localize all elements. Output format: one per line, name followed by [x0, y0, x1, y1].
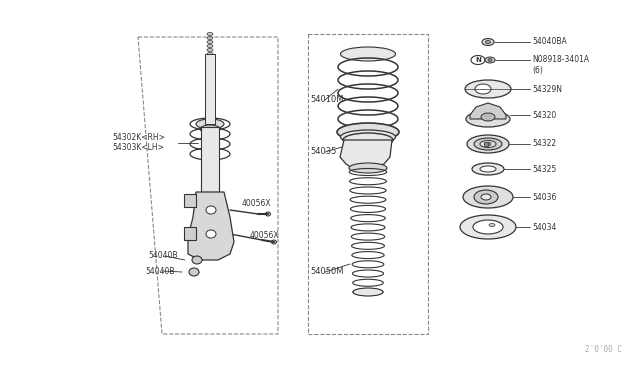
Ellipse shape [206, 230, 216, 238]
Ellipse shape [481, 194, 491, 200]
Ellipse shape [207, 45, 213, 48]
Ellipse shape [207, 41, 213, 44]
Bar [201, 127, 219, 217]
Text: 54036: 54036 [532, 192, 556, 202]
Ellipse shape [207, 36, 213, 39]
Ellipse shape [480, 166, 496, 172]
Ellipse shape [472, 163, 504, 175]
Ellipse shape [474, 190, 498, 204]
Text: 54040B: 54040B [148, 251, 177, 260]
Polygon shape [470, 103, 506, 119]
Text: 54040B: 54040B [145, 266, 175, 276]
Text: (6): (6) [532, 65, 543, 74]
Ellipse shape [192, 256, 202, 264]
Text: 54034: 54034 [532, 222, 556, 231]
Ellipse shape [340, 130, 396, 144]
Ellipse shape [465, 80, 511, 98]
Ellipse shape [466, 111, 510, 127]
Ellipse shape [485, 57, 495, 63]
Text: 54010M: 54010M [310, 96, 344, 105]
Polygon shape [184, 194, 196, 207]
Polygon shape [340, 140, 392, 168]
Ellipse shape [460, 215, 516, 239]
Ellipse shape [467, 135, 509, 153]
Polygon shape [184, 227, 196, 240]
Ellipse shape [353, 288, 383, 296]
Text: N08918-3401A: N08918-3401A [532, 55, 589, 64]
Text: 54040BA: 54040BA [532, 38, 567, 46]
Ellipse shape [207, 32, 213, 35]
Text: 54320: 54320 [532, 110, 556, 119]
Ellipse shape [196, 119, 224, 129]
Ellipse shape [474, 138, 502, 150]
Ellipse shape [480, 141, 496, 148]
Ellipse shape [485, 142, 491, 145]
Ellipse shape [489, 224, 495, 227]
Ellipse shape [200, 125, 220, 133]
Ellipse shape [488, 58, 492, 61]
Text: 40056X: 40056X [250, 231, 280, 240]
Text: N: N [475, 57, 481, 63]
Ellipse shape [482, 38, 494, 45]
Text: 54302K<RH>: 54302K<RH> [112, 134, 165, 142]
Ellipse shape [207, 52, 213, 55]
Ellipse shape [343, 133, 393, 147]
Ellipse shape [340, 47, 396, 61]
Text: 54035: 54035 [310, 148, 337, 157]
Polygon shape [188, 192, 234, 260]
Ellipse shape [206, 206, 216, 214]
Ellipse shape [475, 84, 491, 94]
Ellipse shape [473, 220, 503, 234]
Text: 54303K<LH>: 54303K<LH> [112, 144, 164, 153]
Text: 2'0'00 C: 2'0'00 C [585, 345, 622, 354]
Text: 54329N: 54329N [532, 84, 562, 93]
Text: 54050M: 54050M [310, 267, 344, 276]
Ellipse shape [349, 163, 387, 173]
Ellipse shape [207, 48, 213, 51]
Ellipse shape [463, 186, 513, 208]
Text: 40056X: 40056X [242, 199, 271, 208]
Bar [205, 54, 215, 124]
Ellipse shape [481, 113, 495, 121]
Text: 54322: 54322 [532, 140, 556, 148]
Ellipse shape [486, 41, 490, 44]
Ellipse shape [337, 123, 399, 141]
Ellipse shape [271, 240, 276, 244]
Ellipse shape [189, 268, 199, 276]
Ellipse shape [266, 212, 271, 216]
Bar [484, 142, 488, 146]
Text: 54325: 54325 [532, 164, 556, 173]
